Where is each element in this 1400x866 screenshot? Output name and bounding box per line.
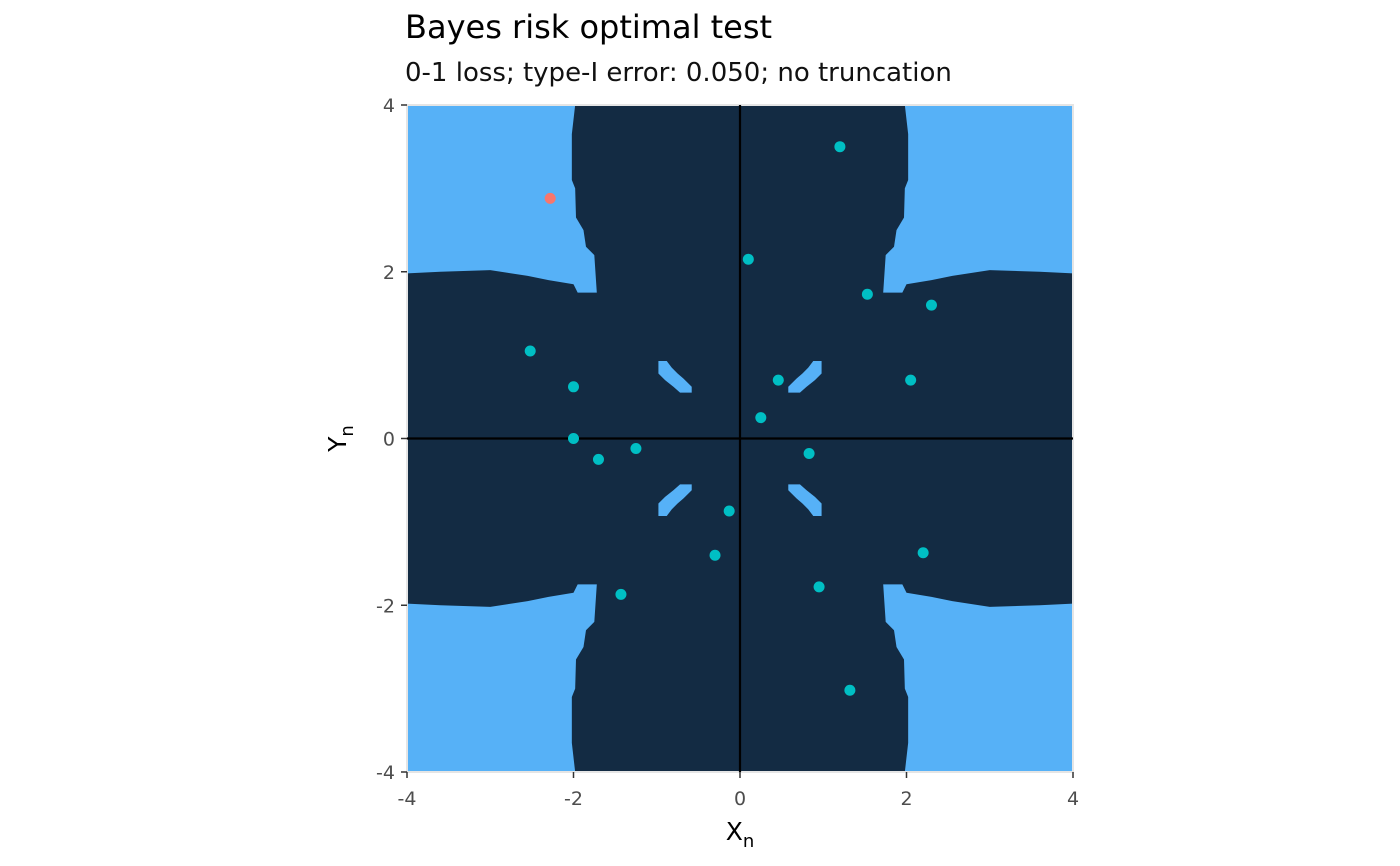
data-point-main [568,433,579,444]
x-tick-label: 2 [900,788,912,810]
data-point-main [834,141,846,153]
chart-title: Bayes risk optimal test [405,8,773,46]
y-tick-label: -4 [376,762,395,784]
data-point-highlight [544,192,556,204]
y-tick-label: 4 [383,95,395,117]
data-point-main [905,374,917,386]
x-axis-label: Xn [726,817,755,852]
y-tick-label: -2 [376,595,395,617]
reject-region-top-right [883,105,1073,293]
data-points [524,141,937,696]
data-point-main [592,453,604,465]
x-tick-label: 0 [734,788,746,810]
y-tick-label: 0 [383,429,395,451]
data-point-main [917,547,929,559]
x-tick-label: 4 [1067,788,1079,810]
reject-region-top-left [407,105,597,293]
x-tick-label: -4 [398,788,417,810]
reject-island-top-left [658,360,692,393]
data-point-main [803,448,815,460]
reference-lines [407,105,1073,772]
y-axis-label: Yn [323,425,358,453]
reject-island-bottom-left [658,484,692,517]
chart-subtitle: 0-1 loss; type-I error: 0.050; no trunca… [405,58,952,88]
data-point-main [568,381,579,393]
axes: -4 -2 0 2 4 -4 -2 0 2 4 Xn Yn [323,95,1079,852]
data-point-main [709,549,721,561]
y-tick-label: 2 [383,262,395,284]
data-point-main [925,299,937,311]
reject-region-bottom-right [883,584,1073,772]
data-point-main [615,588,627,600]
data-point-main [844,684,856,696]
data-point-main [723,505,735,517]
data-point-main [755,412,767,424]
reject-island-bottom-right [788,484,822,517]
data-point-main [813,581,825,593]
data-point-main [861,288,873,300]
data-point-main [742,253,754,265]
data-point-main [772,374,784,386]
data-point-main [630,443,642,455]
reject-island-top-right [788,360,822,393]
data-point-main [524,345,536,357]
reject-region-bottom-left [407,584,597,772]
x-tick-label: -2 [564,788,583,810]
